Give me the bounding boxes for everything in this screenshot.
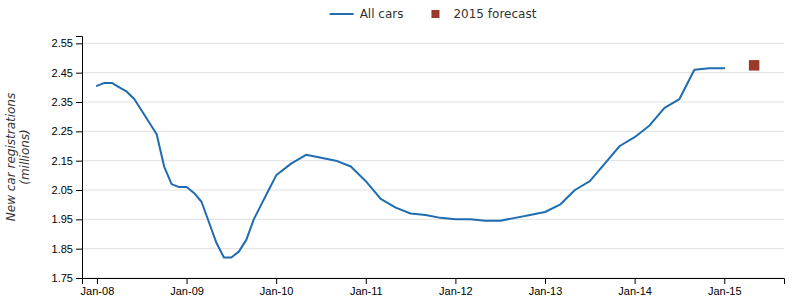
x-tick-label: Jan-12 <box>439 285 473 297</box>
grid-line <box>82 131 784 132</box>
x-tick-mark <box>724 278 725 284</box>
line <box>97 68 724 257</box>
marks <box>97 60 759 257</box>
y-tick-label: 2.05 <box>52 184 73 196</box>
x-tick-mark <box>276 278 277 284</box>
plot-area: Jan-08 Jan-09 Jan-10 Jan-11 Jan-12 Jan-13 Jan-… <box>52 37 785 297</box>
x-tick: Jan-08 <box>81 278 115 297</box>
y-tick-mark <box>76 278 82 279</box>
x-tick-mark <box>455 278 456 284</box>
y-tick: 2.55 <box>52 37 82 49</box>
y-tick-label: 2.15 <box>52 155 73 167</box>
grid <box>82 43 784 278</box>
x-tick-mark <box>366 278 367 284</box>
y-tick-label: 1.75 <box>52 272 73 284</box>
x-tick-mark <box>97 278 98 284</box>
x-tick-label: Jan-10 <box>260 285 294 297</box>
y-axis: 1.75 1.85 1.95 2.05 2.15 2.25 2.35 2.45 2.55 <box>52 37 83 285</box>
y-tick: 1.75 <box>52 272 82 284</box>
grid-line <box>82 248 784 249</box>
grid-line <box>82 219 784 220</box>
x-tick: Jan-12 <box>439 278 473 297</box>
x-axis-line <box>83 279 785 285</box>
x-tick: Jan-11 <box>350 278 383 297</box>
y-tick-mark <box>76 219 82 220</box>
x-tick: Jan-14 <box>618 278 652 297</box>
legend-item: 2015 forecast <box>431 7 536 21</box>
chart: Jan-08 Jan-09 Jan-10 Jan-11 Jan-12 Jan-13 Jan-… <box>0 0 802 308</box>
legend-swatch <box>431 10 439 18</box>
y-tick-mark <box>76 161 82 162</box>
grid-line <box>82 72 784 73</box>
y-tick-mark <box>76 249 82 250</box>
x-tick-label: Jan-13 <box>529 285 563 297</box>
legend-swatch <box>330 13 354 15</box>
grid-line <box>82 43 784 44</box>
x-tick-mark <box>187 278 188 284</box>
y-axis-line <box>76 37 83 279</box>
x-tick-label: Jan-09 <box>170 285 204 297</box>
x-tick-label: Jan-14 <box>618 285 652 297</box>
grid-line <box>82 160 784 161</box>
x-tick: Jan-13 <box>529 278 563 297</box>
legend: All cars 2015 forecast <box>330 7 537 21</box>
x-axis: Jan-08 Jan-09 Jan-10 Jan-11 Jan-12 Jan-13 Jan-… <box>81 278 785 297</box>
y-tick: 2.25 <box>52 125 82 137</box>
x-tick: Jan-15 <box>708 278 742 297</box>
point <box>749 60 759 70</box>
x-tick-mark <box>635 278 636 284</box>
x-tick: Jan-09 <box>170 278 204 297</box>
y-tick: 2.05 <box>52 184 82 196</box>
y-tick: 2.35 <box>52 96 82 108</box>
legend-label: 2015 forecast <box>453 7 536 21</box>
x-tick-mark <box>545 278 546 284</box>
y-tick-label: 1.85 <box>52 243 73 255</box>
y-tick-mark <box>76 102 82 103</box>
y-tick-label: 1.95 <box>52 213 73 225</box>
y-tick-mark <box>76 190 82 191</box>
grid-line <box>82 190 784 191</box>
y-tick-mark <box>76 43 82 44</box>
y-tick-label: 2.25 <box>52 125 73 137</box>
y-tick: 1.85 <box>52 243 82 255</box>
legend-item: All cars <box>330 7 404 21</box>
y-tick-label: 2.55 <box>52 37 73 49</box>
legend-label: All cars <box>360 7 404 21</box>
y-tick: 2.45 <box>52 67 82 79</box>
x-tick-label: Jan-08 <box>81 285 115 297</box>
y-tick-mark <box>76 73 82 74</box>
y-tick-label: 2.35 <box>52 96 73 108</box>
y-tick: 2.15 <box>52 155 82 167</box>
x-tick-label: Jan-11 <box>350 285 383 297</box>
y-axis-title: New car registrations(millions) <box>4 93 32 221</box>
y-tick-label: 2.45 <box>52 67 73 79</box>
x-tick: Jan-10 <box>260 278 294 297</box>
y-tick-mark <box>76 131 82 132</box>
x-tick-label: Jan-15 <box>708 285 742 297</box>
grid-line <box>82 102 784 103</box>
y-tick: 1.95 <box>52 213 82 225</box>
